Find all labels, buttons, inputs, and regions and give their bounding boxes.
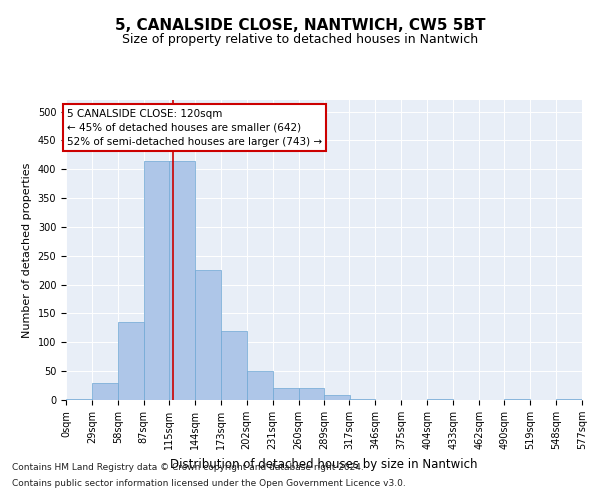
Bar <box>195 270 221 400</box>
Text: Contains HM Land Registry data © Crown copyright and database right 2024.: Contains HM Land Registry data © Crown c… <box>12 464 364 472</box>
Text: 5 CANALSIDE CLOSE: 120sqm
← 45% of detached houses are smaller (642)
52% of semi: 5 CANALSIDE CLOSE: 120sqm ← 45% of detac… <box>67 108 322 146</box>
Bar <box>299 388 325 400</box>
Bar <box>272 388 299 400</box>
Text: 5, CANALSIDE CLOSE, NANTWICH, CW5 5BT: 5, CANALSIDE CLOSE, NANTWICH, CW5 5BT <box>115 18 485 32</box>
Y-axis label: Number of detached properties: Number of detached properties <box>22 162 32 338</box>
Bar <box>247 371 272 400</box>
Bar <box>325 396 350 400</box>
X-axis label: Distribution of detached houses by size in Nantwich: Distribution of detached houses by size … <box>170 458 478 470</box>
Bar <box>504 399 530 400</box>
Text: Contains public sector information licensed under the Open Government Licence v3: Contains public sector information licen… <box>12 478 406 488</box>
Bar <box>66 399 92 400</box>
Bar <box>92 382 118 400</box>
Bar <box>349 399 376 400</box>
Bar <box>427 399 453 400</box>
Bar <box>169 160 195 400</box>
Text: Size of property relative to detached houses in Nantwich: Size of property relative to detached ho… <box>122 34 478 46</box>
Bar <box>221 331 247 400</box>
Bar <box>556 399 582 400</box>
Bar <box>118 322 144 400</box>
Bar <box>144 160 170 400</box>
